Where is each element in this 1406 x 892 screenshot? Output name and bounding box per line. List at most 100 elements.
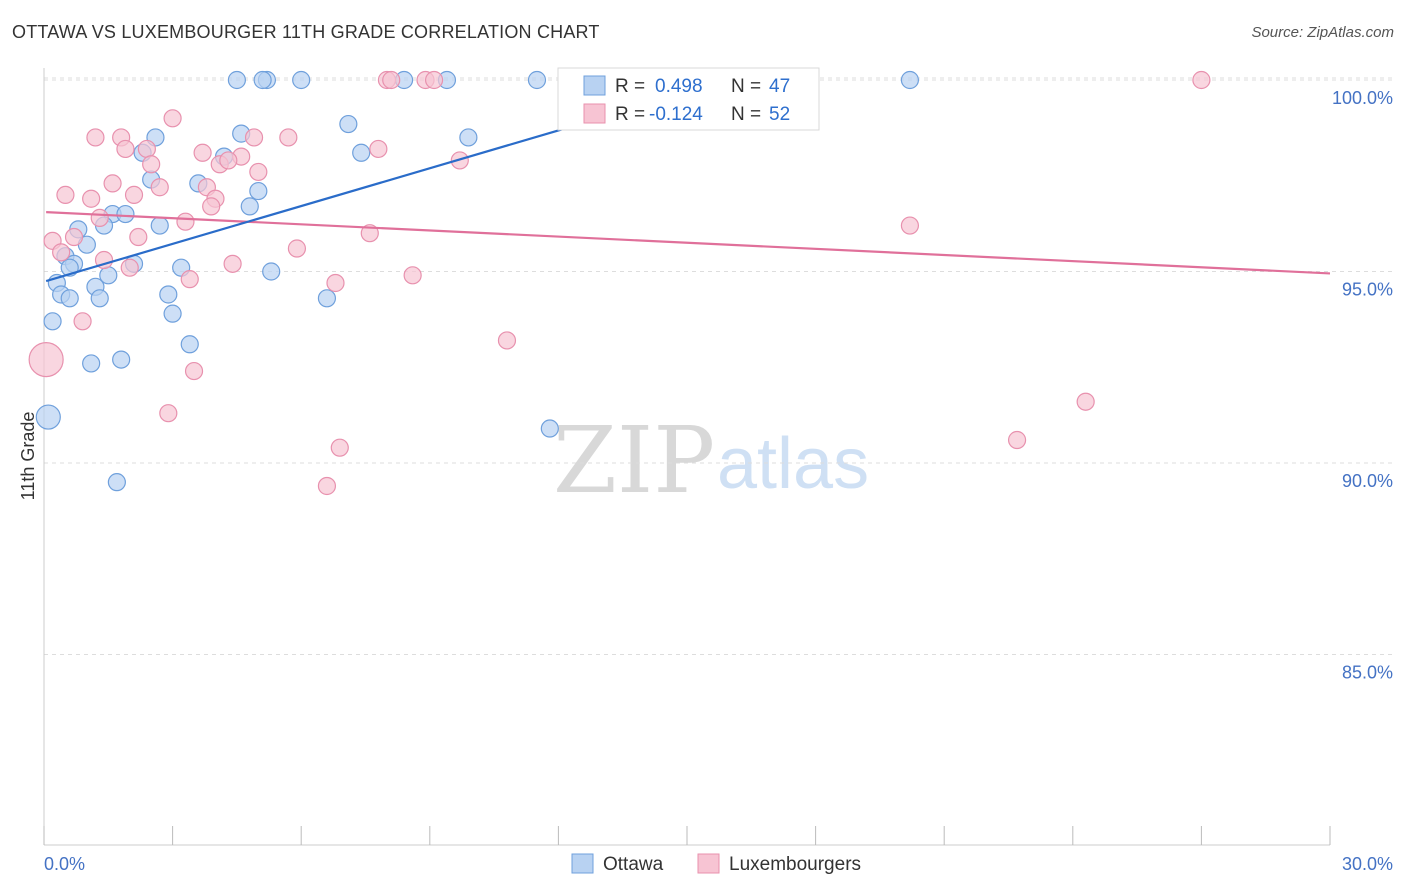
ottawa-point bbox=[900, 70, 920, 90]
ottawa-point bbox=[163, 304, 182, 323]
y-tick-label: 90.0% bbox=[1342, 471, 1393, 491]
grid-lines bbox=[44, 77, 1393, 655]
luxembourger-point bbox=[317, 476, 337, 496]
chart-title: OTTAWA VS LUXEMBOURGER 11TH GRADE CORREL… bbox=[12, 22, 600, 42]
luxembourger-point bbox=[1192, 70, 1211, 90]
bottom-legend-label-ottawa: Ottawa bbox=[603, 854, 664, 875]
luxembourger-point bbox=[52, 243, 71, 262]
luxembourger-point bbox=[202, 197, 221, 216]
y-tick-label: 95.0% bbox=[1342, 280, 1393, 300]
ottawa-point bbox=[240, 197, 259, 216]
luxembourger-point bbox=[900, 216, 920, 235]
luxembourger-point bbox=[64, 227, 84, 247]
luxembourger-point bbox=[1076, 392, 1095, 411]
luxembourger-point bbox=[287, 239, 307, 258]
bottom-legend-swatch-luxembourgers bbox=[697, 853, 720, 874]
watermark-zip: ZIP bbox=[553, 407, 715, 514]
luxembourger-point bbox=[279, 128, 298, 147]
ottawa-point bbox=[107, 473, 126, 492]
legend-r-label-luxembourgers: R = bbox=[615, 104, 645, 125]
legend-swatch-luxembourgers bbox=[583, 103, 606, 124]
luxembourger-point bbox=[403, 266, 422, 285]
luxembourger-point bbox=[124, 185, 144, 204]
luxembourger-point bbox=[163, 109, 182, 128]
x-tick-marks bbox=[43, 826, 1331, 845]
legend-swatch-ottawa bbox=[583, 75, 606, 96]
x-tick-label-min: 0.0% bbox=[44, 854, 85, 874]
watermark-atlas: atlas bbox=[717, 424, 869, 504]
luxembourger-point bbox=[369, 139, 388, 159]
luxembourger-point bbox=[244, 128, 264, 147]
ottawa-point bbox=[352, 143, 371, 162]
ottawa-trend-line bbox=[45, 126, 568, 283]
luxembourger-point bbox=[150, 178, 169, 197]
luxembourger-point bbox=[360, 224, 379, 243]
ottawa-point bbox=[339, 114, 358, 134]
luxembourger-point bbox=[137, 139, 156, 159]
luxembourger-point bbox=[116, 139, 135, 159]
luxembourger-point bbox=[497, 331, 517, 350]
luxembourger-point bbox=[82, 189, 101, 208]
ottawa-point bbox=[159, 285, 178, 304]
legend-r-value-ottawa: 0.498 bbox=[655, 76, 703, 97]
luxembourger-point bbox=[28, 341, 64, 378]
legend-r-value-luxembourgers: -0.124 bbox=[649, 104, 703, 125]
luxembourger-trend-line bbox=[46, 211, 1331, 275]
ottawa-point bbox=[253, 70, 272, 90]
luxembourger-point bbox=[73, 312, 92, 331]
y-tick-labels: 100.0% 95.0% 90.0% 85.0% bbox=[1332, 88, 1393, 683]
y-tick-label: 85.0% bbox=[1342, 663, 1393, 683]
luxembourger-point bbox=[120, 258, 139, 277]
luxembourger-point bbox=[424, 70, 444, 90]
luxembourger-point bbox=[129, 227, 148, 247]
luxembourger-point bbox=[103, 174, 122, 193]
y-tick-label: 100.0% bbox=[1332, 88, 1393, 108]
luxembourger-point bbox=[193, 143, 212, 162]
luxembourger-points bbox=[28, 70, 1211, 496]
ottawa-point bbox=[116, 204, 135, 224]
ottawa-point bbox=[527, 70, 547, 90]
ottawa-point bbox=[317, 289, 337, 308]
source-credit: Source: ZipAtlas.com bbox=[1251, 24, 1394, 41]
luxembourger-point bbox=[142, 155, 161, 174]
luxembourger-point bbox=[330, 438, 349, 457]
legend-n-value-luxembourgers: 52 bbox=[769, 104, 790, 125]
legend-n-label-ottawa: N = bbox=[731, 76, 761, 97]
luxembourger-point bbox=[249, 162, 268, 182]
luxembourger-point bbox=[176, 212, 195, 231]
luxembourger-point bbox=[180, 270, 199, 289]
luxembourger-point bbox=[86, 128, 105, 147]
ottawa-point bbox=[35, 404, 61, 430]
bottom-legend-label-luxembourgers: Luxembourgers bbox=[729, 854, 861, 875]
stats-legend: R = 0.498 N = 47 R = -0.124 N = 52 bbox=[557, 67, 820, 131]
luxembourger-point bbox=[159, 404, 178, 423]
ottawa-point bbox=[180, 335, 199, 354]
y-axis-label: 11th Grade bbox=[18, 412, 38, 501]
ottawa-point bbox=[262, 262, 281, 281]
ottawa-point bbox=[459, 128, 478, 147]
ottawa-point bbox=[90, 289, 109, 308]
x-tick-label-max: 30.0% bbox=[1342, 854, 1393, 874]
luxembourger-point bbox=[90, 208, 109, 227]
ottawa-point bbox=[82, 354, 101, 373]
series-legend: Ottawa Luxembourgers bbox=[571, 853, 861, 875]
ottawa-point bbox=[43, 312, 62, 331]
luxembourger-point bbox=[382, 70, 401, 90]
ottawa-point bbox=[112, 350, 131, 369]
bottom-legend-swatch-ottawa bbox=[571, 853, 594, 874]
ottawa-point bbox=[150, 216, 169, 235]
luxembourger-point bbox=[184, 361, 204, 381]
legend-n-value-ottawa: 47 bbox=[769, 76, 790, 97]
ottawa-point bbox=[292, 70, 311, 90]
legend-r-label-ottawa: R = bbox=[615, 76, 645, 97]
legend-n-label-luxembourgers: N = bbox=[731, 104, 761, 125]
ottawa-point bbox=[60, 289, 79, 308]
ottawa-points bbox=[35, 70, 920, 492]
ottawa-point bbox=[540, 419, 559, 438]
luxembourger-point bbox=[1007, 430, 1027, 450]
luxembourger-point bbox=[56, 185, 75, 204]
luxembourger-point bbox=[223, 254, 242, 273]
luxembourger-point bbox=[326, 273, 345, 293]
ottawa-point bbox=[249, 181, 268, 201]
